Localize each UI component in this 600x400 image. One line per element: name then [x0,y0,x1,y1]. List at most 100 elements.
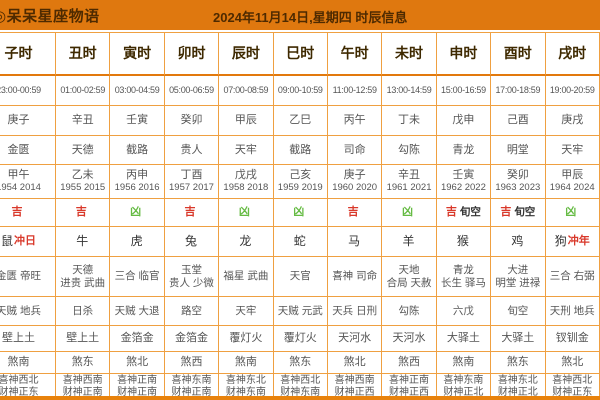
clash-ganzhi: 丁酉 [180,169,203,182]
verdict-label: 凶 [293,206,305,219]
hour-time-range: 17:00-18:59 [491,76,546,106]
hour-time-range: 11:00-12:59 [327,76,383,106]
hour-column: 巳时 09:00-10:59 乙巳 截路 己亥 1959 2019 凶 蛇 天官… [273,32,328,400]
nayin-element: 壁上土 [56,326,111,352]
nayin-element: 金箔金 [164,326,220,352]
hour-time-range: 07:00-08:59 [219,76,274,106]
clash-cell: 甲辰 1964 2024 [545,165,600,199]
hour-name: 午时 [327,32,383,76]
clash-cell: 癸卯 1963 2023 [491,165,546,199]
lucky-gods: 青龙 长生 驿马 [436,257,492,297]
clash-ganzhi: 甲辰 [561,169,584,182]
clash-years: 1958 2018 [223,181,269,193]
verdict-cell: 吉 [56,199,111,227]
lucky-gods: 三合 右弼 [545,257,600,297]
clash-ganzhi: 戊戌 [234,169,257,182]
clash-cell: 甲午 1954 2014 [0,165,56,199]
nayin-element: 大驿土 [491,326,546,352]
hour-column: 戌时 19:00-20:59 庚戌 天牢 甲辰 1964 2024 凶 狗 冲年… [545,32,600,400]
hour-name: 巳时 [273,32,328,76]
sha-direction: 煞西 [382,352,437,374]
sha-direction: 煞北 [545,352,600,374]
verdict-cell: 凶 [545,199,600,227]
hour-ganzhi: 辛丑 [56,106,111,136]
clash-ganzhi: 甲午 [7,169,30,182]
zodiac-cell: 龙 [219,227,274,257]
hour-ganzhi: 丁未 [382,106,437,136]
unlucky-gods: 六戊 [436,297,492,326]
unlucky-gods: 天刑 地兵 [545,297,600,326]
hour-name: 寅时 [110,32,165,76]
unlucky-gods: 日杀 [56,297,111,326]
lucky-gods: 金匮 帝旺 [0,257,56,297]
zodiac-animal: 鼠 [0,233,13,248]
hour-time-range: 15:00-16:59 [436,76,492,106]
hour-ganzhi: 庚子 [0,106,56,136]
sha-direction: 煞东 [56,352,111,374]
clash-ganzhi: 丙申 [126,169,149,182]
clash-years: 1962 2022 [440,181,486,193]
bottom-divider [0,396,600,400]
clash-cell: 丁酉 1957 2017 [164,165,220,199]
nayin-element: 覆灯火 [219,326,274,352]
hour-ganzhi: 壬寅 [110,106,165,136]
unlucky-gods: 天兵 日刑 [327,297,383,326]
clash-cell: 庚子 1960 2020 [327,165,383,199]
zodiac-clash-flag: 冲日 [14,235,36,248]
clash-ganzhi: 己亥 [289,169,312,182]
clash-years: 1960 2020 [332,181,378,193]
sha-direction: 煞西 [164,352,220,374]
clash-years: 1957 2017 [169,181,214,193]
zodiac-animal: 牛 [76,233,89,248]
nayin-element: 覆灯火 [273,326,328,352]
hour-time-range: 03:00-04:59 [110,76,165,106]
hour-ganzhi: 癸卯 [164,106,220,136]
zodiac-cell: 马 [327,227,383,257]
clash-ganzhi: 壬寅 [452,169,475,182]
nayin-element: 金箔金 [110,326,165,352]
clash-ganzhi: 辛丑 [398,169,421,182]
sha-direction: 煞南 [436,352,492,374]
zodiac-cell: 蛇 [273,227,328,257]
clash-ganzhi: 癸卯 [506,169,529,182]
unlucky-gods: 勾陈 [382,297,437,326]
verdict-extra: 旬空 [514,206,536,219]
clash-cell: 壬寅 1962 2022 [436,165,492,199]
verdict-label: 吉 [184,206,196,219]
verdict-label: 凶 [402,206,414,219]
clash-years: 1964 2024 [549,181,595,193]
verdict-cell: 凶 [382,199,437,227]
hour-column: 申时 15:00-16:59 戊申 青龙 壬寅 1962 2022 吉 旬空 猴… [436,32,492,400]
verdict-label: 吉 [11,206,23,219]
hour-ganzhi: 庚戌 [545,106,600,136]
zodiac-cell: 鼠 冲日 [0,227,56,257]
hour-column: 辰时 07:00-08:59 甲辰 天牢 戊戌 1958 2018 凶 龙 福星… [219,32,274,400]
duty-god: 截路 [273,136,328,165]
hour-name: 辰时 [219,32,274,76]
nayin-element: 天河水 [327,326,383,352]
duty-god: 天牢 [219,136,274,165]
clash-cell: 戊戌 1958 2018 [219,165,274,199]
hour-ganzhi: 乙巳 [273,106,328,136]
lucky-gods: 天德 进贵 武曲 [56,257,111,297]
duty-god: 青龙 [436,136,492,165]
zodiac-cell: 猴 [436,227,492,257]
nayin-element: 壁上土 [0,326,56,352]
clash-years: 1954 2014 [0,181,41,193]
zodiac-cell: 牛 [56,227,111,257]
clash-years: 1955 2015 [60,181,106,193]
zodiac-animal: 猴 [456,233,469,248]
zodiac-animal: 蛇 [293,233,306,248]
nayin-element: 大驿土 [436,326,492,352]
hour-time-range: 09:00-10:59 [273,76,328,106]
verdict-label: 凶 [238,206,250,219]
clash-cell: 辛丑 1961 2021 [382,165,437,199]
duty-god: 司命 [327,136,383,165]
zodiac-animal: 羊 [402,233,415,248]
clash-cell: 己亥 1959 2019 [273,165,328,199]
header-bar: ◎呆呆星座物语 2024年11月14日,星期四 时辰信息 [0,0,600,30]
lucky-gods: 三合 临官 [110,257,165,297]
verdict-cell: 凶 [273,199,328,227]
clash-cell: 乙未 1955 2015 [56,165,111,199]
lucky-gods: 福星 武曲 [219,257,274,297]
